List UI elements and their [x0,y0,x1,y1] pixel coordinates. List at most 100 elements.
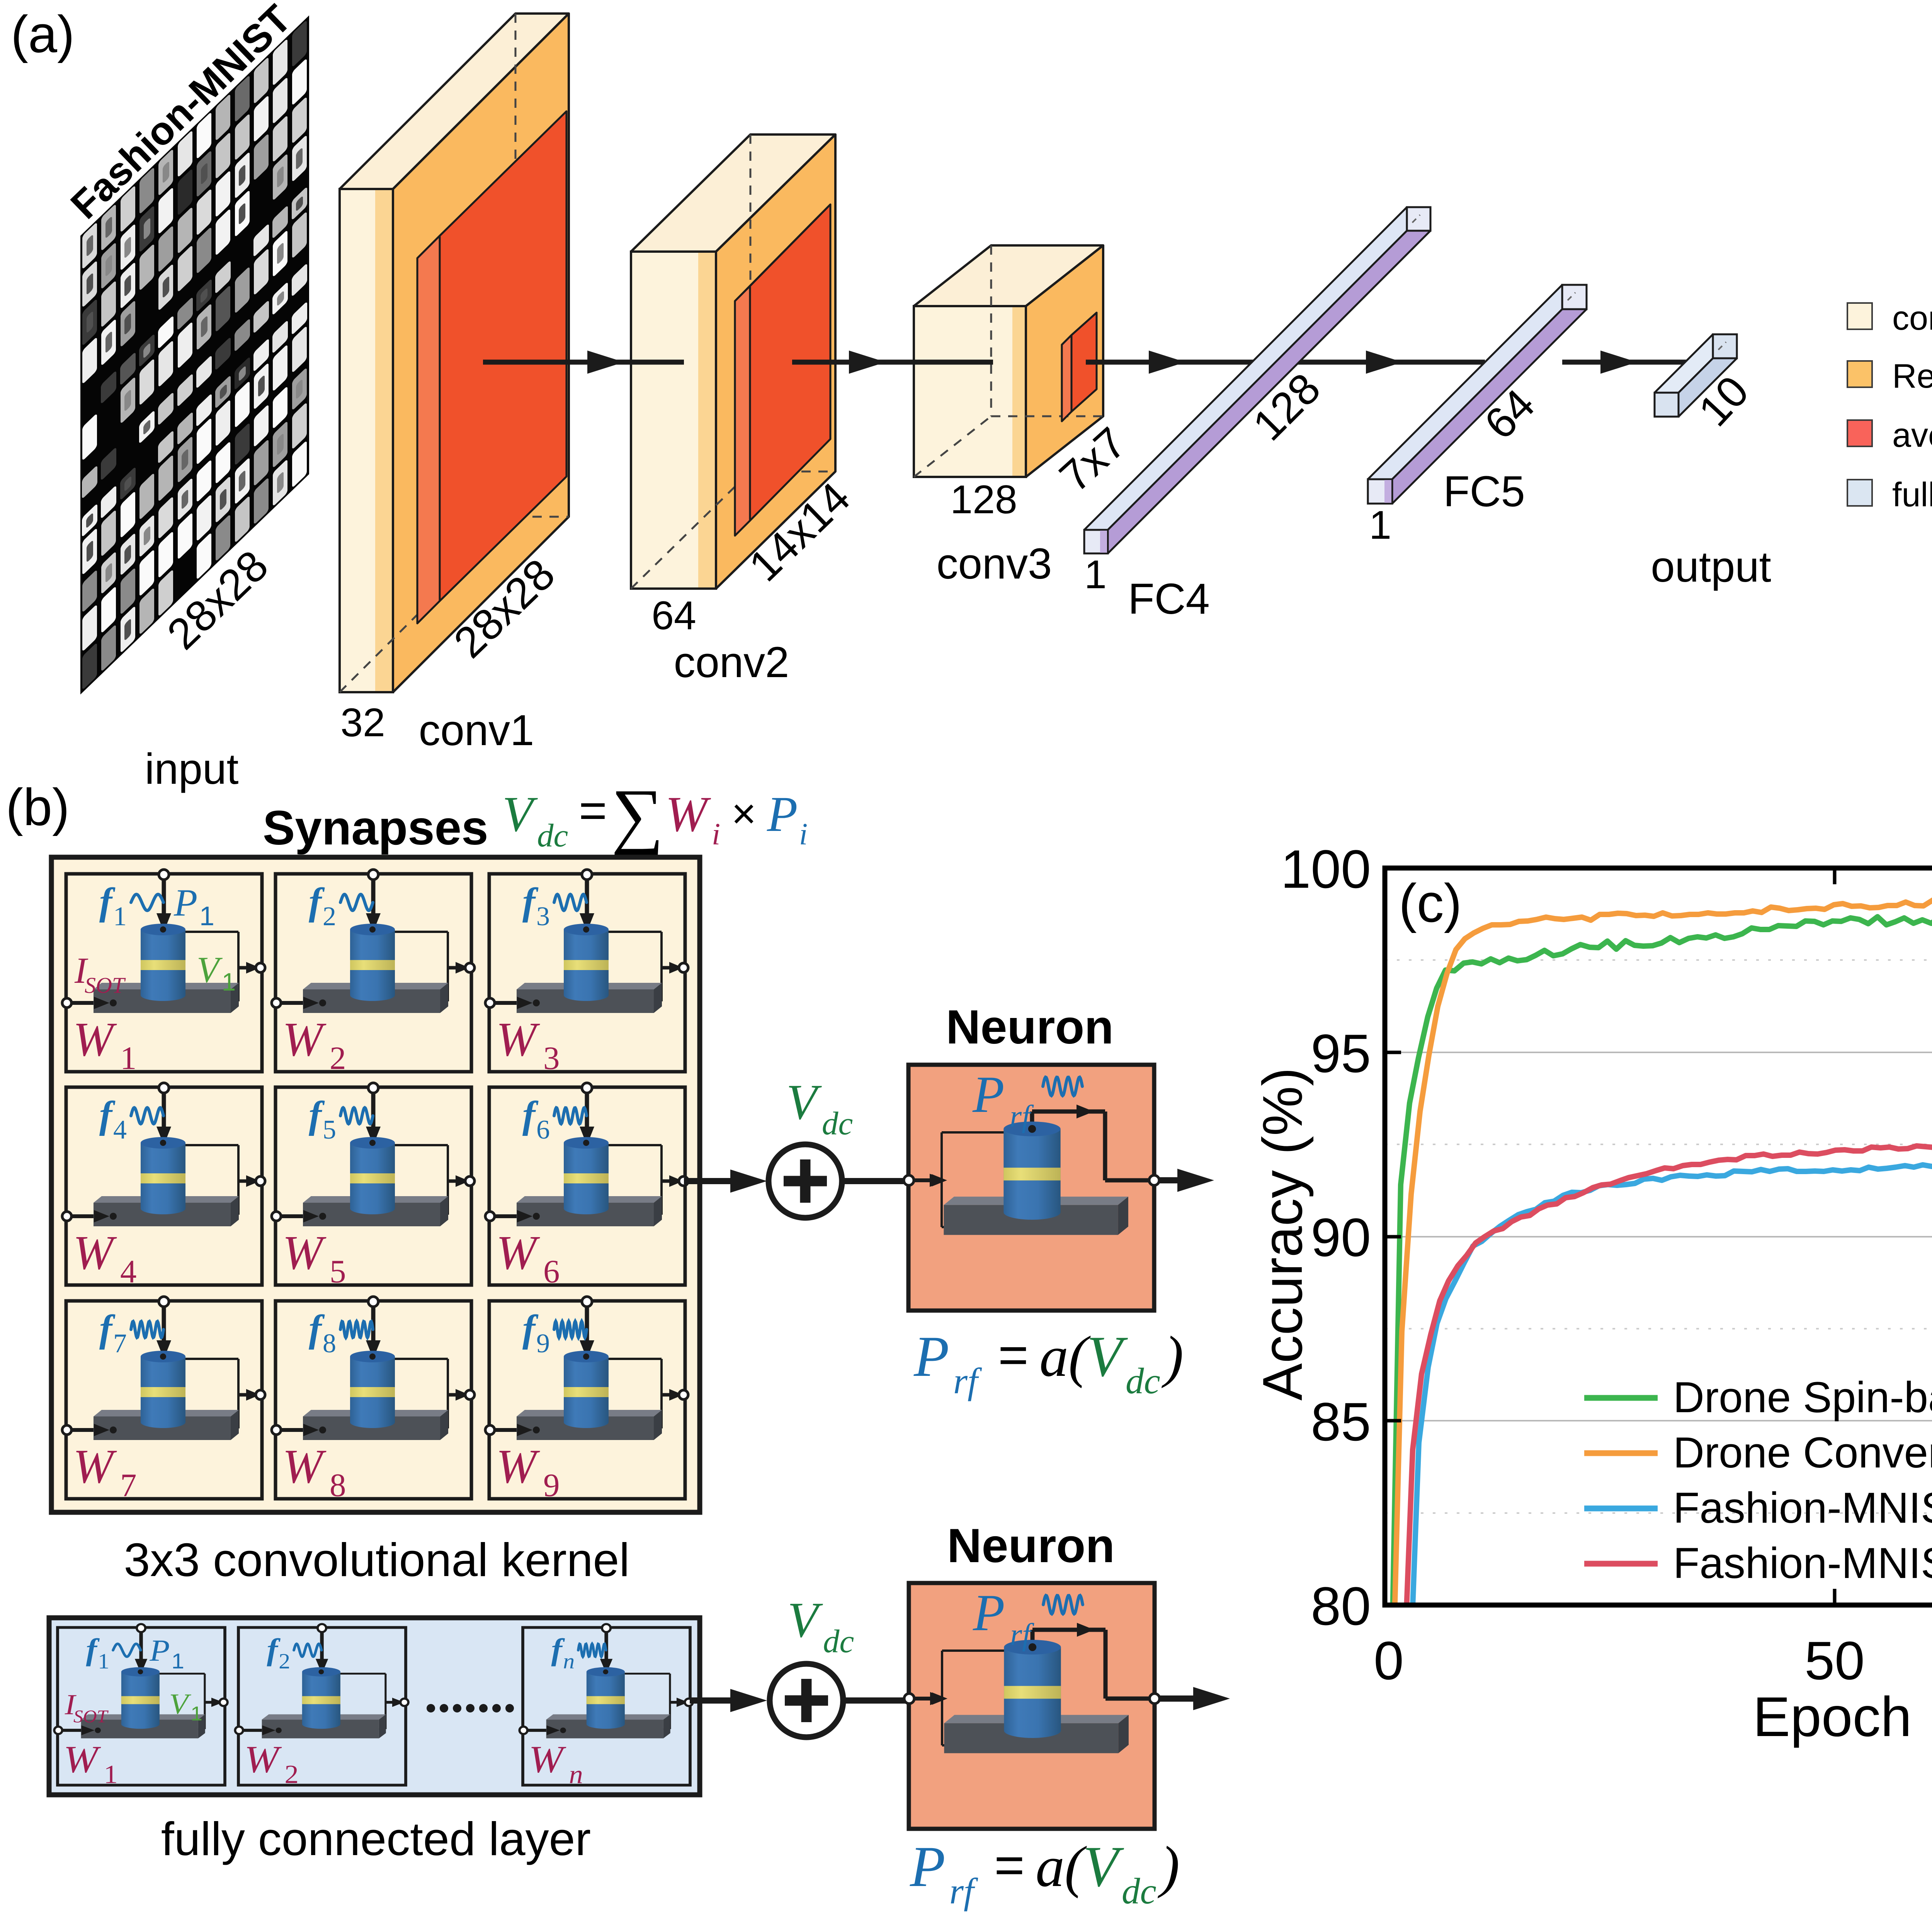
svg-text:1: 1 [104,1760,118,1789]
svg-text:2: 2 [285,1760,299,1789]
svg-text:100: 100 [1281,839,1371,899]
svg-text:dc: dc [822,1105,853,1142]
svg-text:W: W [63,1738,101,1781]
svg-text:8: 8 [330,1467,346,1503]
svg-text:dc: dc [823,1623,854,1660]
svg-text:2: 2 [279,1649,290,1673]
svg-text:5: 5 [330,1253,346,1290]
svg-text:Epoch: Epoch [1753,1685,1912,1748]
svg-text:output: output [1651,543,1771,591]
svg-text:1: 1 [113,902,127,931]
svg-text:W: W [73,1440,117,1493]
svg-text:W: W [282,1013,327,1066]
svg-text:9: 9 [543,1467,560,1503]
svg-text:2: 2 [323,902,336,931]
svg-text:(a): (a) [11,5,75,63]
svg-text:0: 0 [1374,1630,1404,1691]
svg-text:4: 4 [120,1253,137,1290]
svg-text:=: = [994,1836,1025,1894]
svg-text:ReLU: ReLU [1892,357,1932,395]
svg-text:rf: rf [1010,1618,1034,1652]
svg-text:1: 1 [222,968,236,996]
svg-text:Accuracy (%): Accuracy (%) [1251,1067,1314,1401]
svg-text:W: W [529,1738,566,1781]
svg-text:dc: dc [1122,1871,1156,1912]
svg-text:V: V [786,1074,822,1130]
svg-text:6: 6 [543,1253,560,1290]
svg-text:P: P [173,881,197,924]
svg-text:W: W [496,1226,540,1280]
svg-text:W: W [73,1013,117,1066]
svg-text:∑: ∑ [611,775,663,856]
svg-text:1: 1 [98,1649,109,1673]
svg-text:8: 8 [323,1329,336,1358]
svg-text:rf: rf [949,1871,978,1912]
svg-text:32: 32 [340,700,385,745]
svg-text:P: P [767,786,798,842]
svg-text:dc: dc [537,817,568,854]
svg-text:SOT: SOT [73,1707,109,1726]
svg-text:3: 3 [543,1040,560,1076]
svg-text:fully connected layer: fully connected layer [1892,475,1932,514]
svg-text:V: V [197,949,223,990]
svg-text:n: n [563,1649,575,1673]
svg-text:P: P [149,1633,170,1668]
svg-text:64: 64 [651,593,696,638]
svg-text:conv3: conv3 [937,540,1052,588]
svg-text:input: input [145,745,239,793]
svg-text:W: W [282,1226,327,1280]
svg-text:convolutional layer: convolutional layer [1892,299,1932,337]
svg-text:): ) [1157,1835,1180,1899]
svg-text:P: P [910,1835,946,1899]
svg-text:6: 6 [536,1115,550,1145]
svg-text:90: 90 [1311,1207,1371,1268]
svg-text:3: 3 [536,902,550,931]
svg-text:1: 1 [190,1702,202,1725]
svg-text:dc: dc [1126,1360,1160,1401]
svg-text:W: W [496,1013,540,1066]
svg-text:V: V [502,786,538,842]
svg-text:Neuron: Neuron [947,1519,1115,1573]
svg-text:W: W [496,1440,540,1493]
svg-text:Fashion-MNIST Spin-based: Fashion-MNIST Spin-based [1673,1484,1932,1532]
svg-text:85: 85 [1311,1391,1371,1452]
svg-text:W: W [244,1738,282,1781]
svg-text:4: 4 [113,1115,127,1145]
svg-text:2: 2 [330,1040,346,1076]
svg-text:50: 50 [1804,1630,1865,1691]
svg-text:V: V [169,1688,192,1720]
svg-text:n: n [569,1760,583,1789]
svg-text:Drone Spin-based: Drone Spin-based [1673,1373,1932,1421]
svg-text:FC4: FC4 [1128,575,1210,623]
svg-text:P: P [913,1324,949,1389]
svg-text:a(: a( [1039,1324,1091,1389]
svg-text:9: 9 [536,1329,550,1358]
svg-text:conv2: conv2 [674,638,789,686]
svg-text:V: V [787,1592,823,1648]
svg-text:W: W [665,786,711,842]
svg-text:Fashion-MNIST Conventional: Fashion-MNIST Conventional [1673,1539,1932,1587]
svg-text:fully connected layer: fully connected layer [161,1813,591,1865]
svg-text:FC5: FC5 [1443,467,1525,516]
svg-text:(b): (b) [6,778,70,836]
svg-text:128: 128 [950,477,1017,522]
svg-text:average pooling: average pooling [1892,416,1932,454]
svg-text:1: 1 [172,1649,184,1673]
svg-text:P: P [973,1584,1005,1642]
svg-text:1: 1 [199,901,214,931]
svg-text:=: = [998,1326,1029,1384]
svg-text:W: W [73,1226,117,1280]
svg-text:Drone Conventional: Drone Conventional [1673,1428,1932,1477]
svg-text:Synapses: Synapses [263,801,488,855]
svg-text:conv1: conv1 [419,706,534,754]
svg-text:7: 7 [120,1467,137,1503]
svg-text:): ) [1161,1324,1184,1389]
svg-text:1: 1 [1369,503,1391,548]
svg-text:80: 80 [1311,1576,1371,1636]
svg-text:i: i [712,817,720,851]
svg-text:SOT: SOT [85,973,126,998]
svg-text:V: V [1087,1324,1128,1389]
svg-text:95: 95 [1311,1023,1371,1084]
svg-text:5: 5 [323,1115,336,1145]
svg-text:I: I [74,950,88,991]
